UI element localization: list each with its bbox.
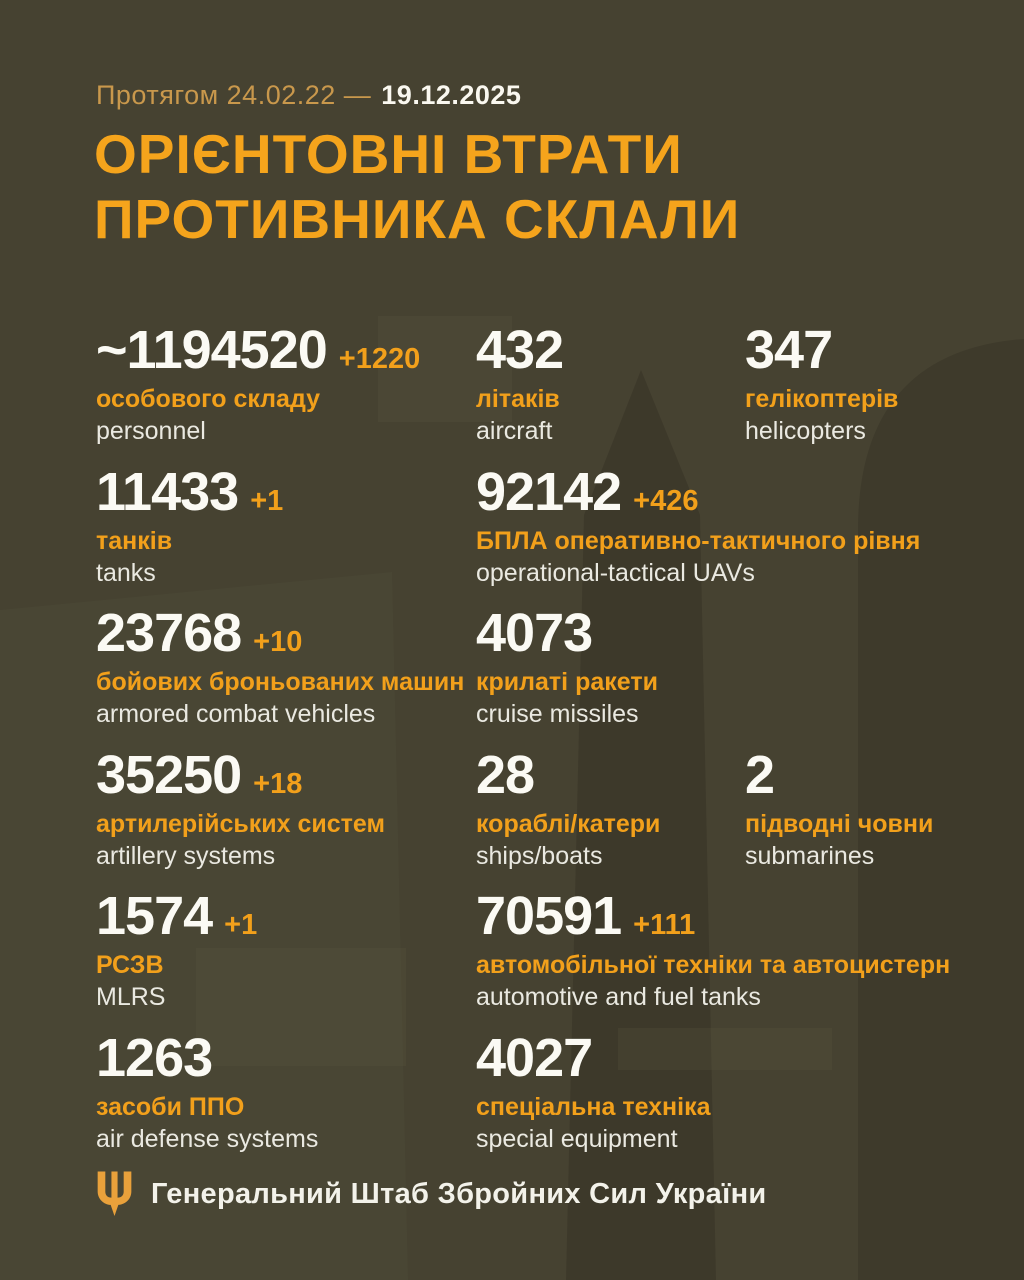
stat-label-english: operational-tactical UAVs bbox=[476, 558, 755, 587]
stat-value: 1574 bbox=[96, 886, 213, 946]
stat-value: ~1194520 bbox=[96, 320, 328, 380]
stat-label-english: special equipment bbox=[476, 1124, 678, 1153]
losses-grid: ~1194520 +1220 особового складу personne… bbox=[96, 322, 1024, 1171]
stat-block: 432 літаків aircraft bbox=[476, 322, 745, 446]
stat-label-english: ships/boats bbox=[476, 841, 603, 870]
stat-label-ukrainian: особового складу bbox=[96, 385, 321, 413]
stat-label-ukrainian: кораблі/катери bbox=[476, 809, 661, 838]
stat-delta: +111 bbox=[633, 909, 696, 941]
stat-number-line: 432 bbox=[476, 322, 745, 378]
stat-label-ukrainian: крилаті ракети bbox=[476, 668, 658, 696]
stat-label-ukrainian: літаків bbox=[476, 385, 560, 413]
title-line-2: ПРОТИВНИКА СКЛАЛИ bbox=[94, 188, 741, 250]
stat-value: 28 bbox=[476, 744, 535, 805]
stat-label-ukrainian: РСЗВ bbox=[96, 951, 164, 979]
period-range-prefix: Протягом 24.02.22 — bbox=[96, 80, 372, 110]
stat-value: 1263 bbox=[96, 1027, 213, 1088]
period-current-date: 19.12.2025 bbox=[381, 80, 522, 110]
stat-block: 28 кораблі/катери ships/boats bbox=[476, 747, 745, 871]
footer: Генеральний Штаб Збройних Сил України bbox=[96, 1170, 767, 1219]
stat-label-ukrainian: спеціальна техніка bbox=[476, 1092, 711, 1121]
stat-label-english: submarines bbox=[745, 841, 875, 870]
stat-block: 35250 +18 артилерійських систем artiller… bbox=[96, 747, 476, 871]
stat-label-ukrainian: танків bbox=[96, 526, 173, 555]
stat-delta: +18 bbox=[253, 767, 303, 800]
stat-number-line: 4027 bbox=[476, 1030, 1024, 1086]
stat-value: 23768 bbox=[96, 603, 242, 663]
stat-number-line: 70591 +111 bbox=[476, 888, 1024, 944]
stat-delta: +1 bbox=[250, 484, 284, 517]
stat-number-line: 1263 bbox=[96, 1030, 476, 1086]
stat-value: 4027 bbox=[476, 1027, 593, 1088]
stat-label-ukrainian: підводні човни bbox=[745, 809, 934, 838]
report-period: Протягом 24.02.22 — 19.12.2025 bbox=[96, 80, 521, 111]
stat-label-ukrainian: артилерійських систем bbox=[96, 809, 385, 838]
title-line-1: ОРІЄНТОВНІ ВТРАТИ bbox=[94, 123, 683, 185]
stat-label-english: aircraft bbox=[476, 417, 553, 445]
stat-block: 4073 крилаті ракети cruise missiles bbox=[476, 605, 1024, 729]
stat-delta: +10 bbox=[253, 626, 303, 658]
stat-label-english: tanks bbox=[96, 558, 156, 587]
stat-label-english: air defense systems bbox=[96, 1124, 319, 1153]
stat-delta: +1220 bbox=[338, 343, 421, 375]
stat-delta: +1 bbox=[224, 909, 258, 941]
stat-block: 11433 +1 танків tanks bbox=[96, 464, 476, 588]
stat-number-line: 11433 +1 bbox=[96, 464, 476, 520]
page-title: ОРІЄНТОВНІ ВТРАТИ ПРОТИВНИКА СКЛАЛИ bbox=[94, 122, 740, 252]
stat-block: 4027 спеціальна техніка special equipmen… bbox=[476, 1030, 1024, 1154]
stat-label-ukrainian: гелікоптерів bbox=[745, 385, 899, 413]
stat-number-line: 347 bbox=[745, 322, 1024, 378]
stat-label-english: personnel bbox=[96, 417, 206, 445]
stat-number-line: 1574 +1 bbox=[96, 888, 476, 944]
stat-block: 70591 +111 автомобільної техніки та авто… bbox=[476, 888, 1024, 1012]
stat-label-english: automotive and fuel tanks bbox=[476, 983, 761, 1011]
stat-label-ukrainian: автомобільної техніки та автоцистерн bbox=[476, 951, 951, 979]
stat-value: 432 bbox=[476, 320, 564, 380]
stat-value: 92142 bbox=[476, 461, 622, 522]
stat-label-english: armored combat vehicles bbox=[96, 700, 376, 728]
stat-block: ~1194520 +1220 особового складу personne… bbox=[96, 322, 476, 446]
stat-block: 1574 +1 РСЗВ MLRS bbox=[96, 888, 476, 1012]
stat-number-line: 4073 bbox=[476, 605, 1024, 661]
stat-number-line: 23768 +10 bbox=[96, 605, 476, 661]
stat-number-line: 35250 +18 bbox=[96, 747, 476, 803]
stat-label-ukrainian: засоби ППО bbox=[96, 1092, 245, 1121]
tryzub-icon bbox=[97, 1171, 132, 1216]
stat-label-english: artillery systems bbox=[96, 841, 276, 870]
stat-value: 11433 bbox=[96, 461, 239, 522]
stat-number-line: 2 bbox=[745, 747, 1024, 803]
stat-value: 35250 bbox=[96, 744, 242, 805]
stat-block: 347 гелікоптерів helicopters bbox=[745, 322, 1024, 446]
stat-label-ukrainian: БПЛА оперативно-тактичного рівня bbox=[476, 526, 921, 555]
stat-block: 92142 +426 БПЛА оперативно-тактичного рі… bbox=[476, 464, 1024, 588]
stat-number-line: 28 bbox=[476, 747, 745, 803]
stat-value: 2 bbox=[745, 744, 775, 805]
stat-label-english: helicopters bbox=[745, 417, 866, 445]
stat-value: 347 bbox=[745, 320, 833, 380]
stat-value: 70591 bbox=[476, 886, 622, 946]
stat-value: 4073 bbox=[476, 603, 593, 663]
stat-number-line: ~1194520 +1220 bbox=[96, 322, 476, 378]
stat-block: 1263 засоби ППО air defense systems bbox=[96, 1030, 476, 1154]
stat-block: 2 підводні човни submarines bbox=[745, 747, 1024, 871]
stat-label-ukrainian: бойових броньованих машин bbox=[96, 668, 465, 696]
stat-delta: +426 bbox=[633, 484, 699, 517]
stat-label-english: MLRS bbox=[96, 983, 166, 1011]
stat-number-line: 92142 +426 bbox=[476, 464, 1024, 520]
stat-label-english: cruise missiles bbox=[476, 700, 639, 728]
org-name: Генеральний Штаб Збройних Сил України bbox=[151, 1178, 767, 1210]
stat-block: 23768 +10 бойових броньованих машин armo… bbox=[96, 605, 476, 729]
